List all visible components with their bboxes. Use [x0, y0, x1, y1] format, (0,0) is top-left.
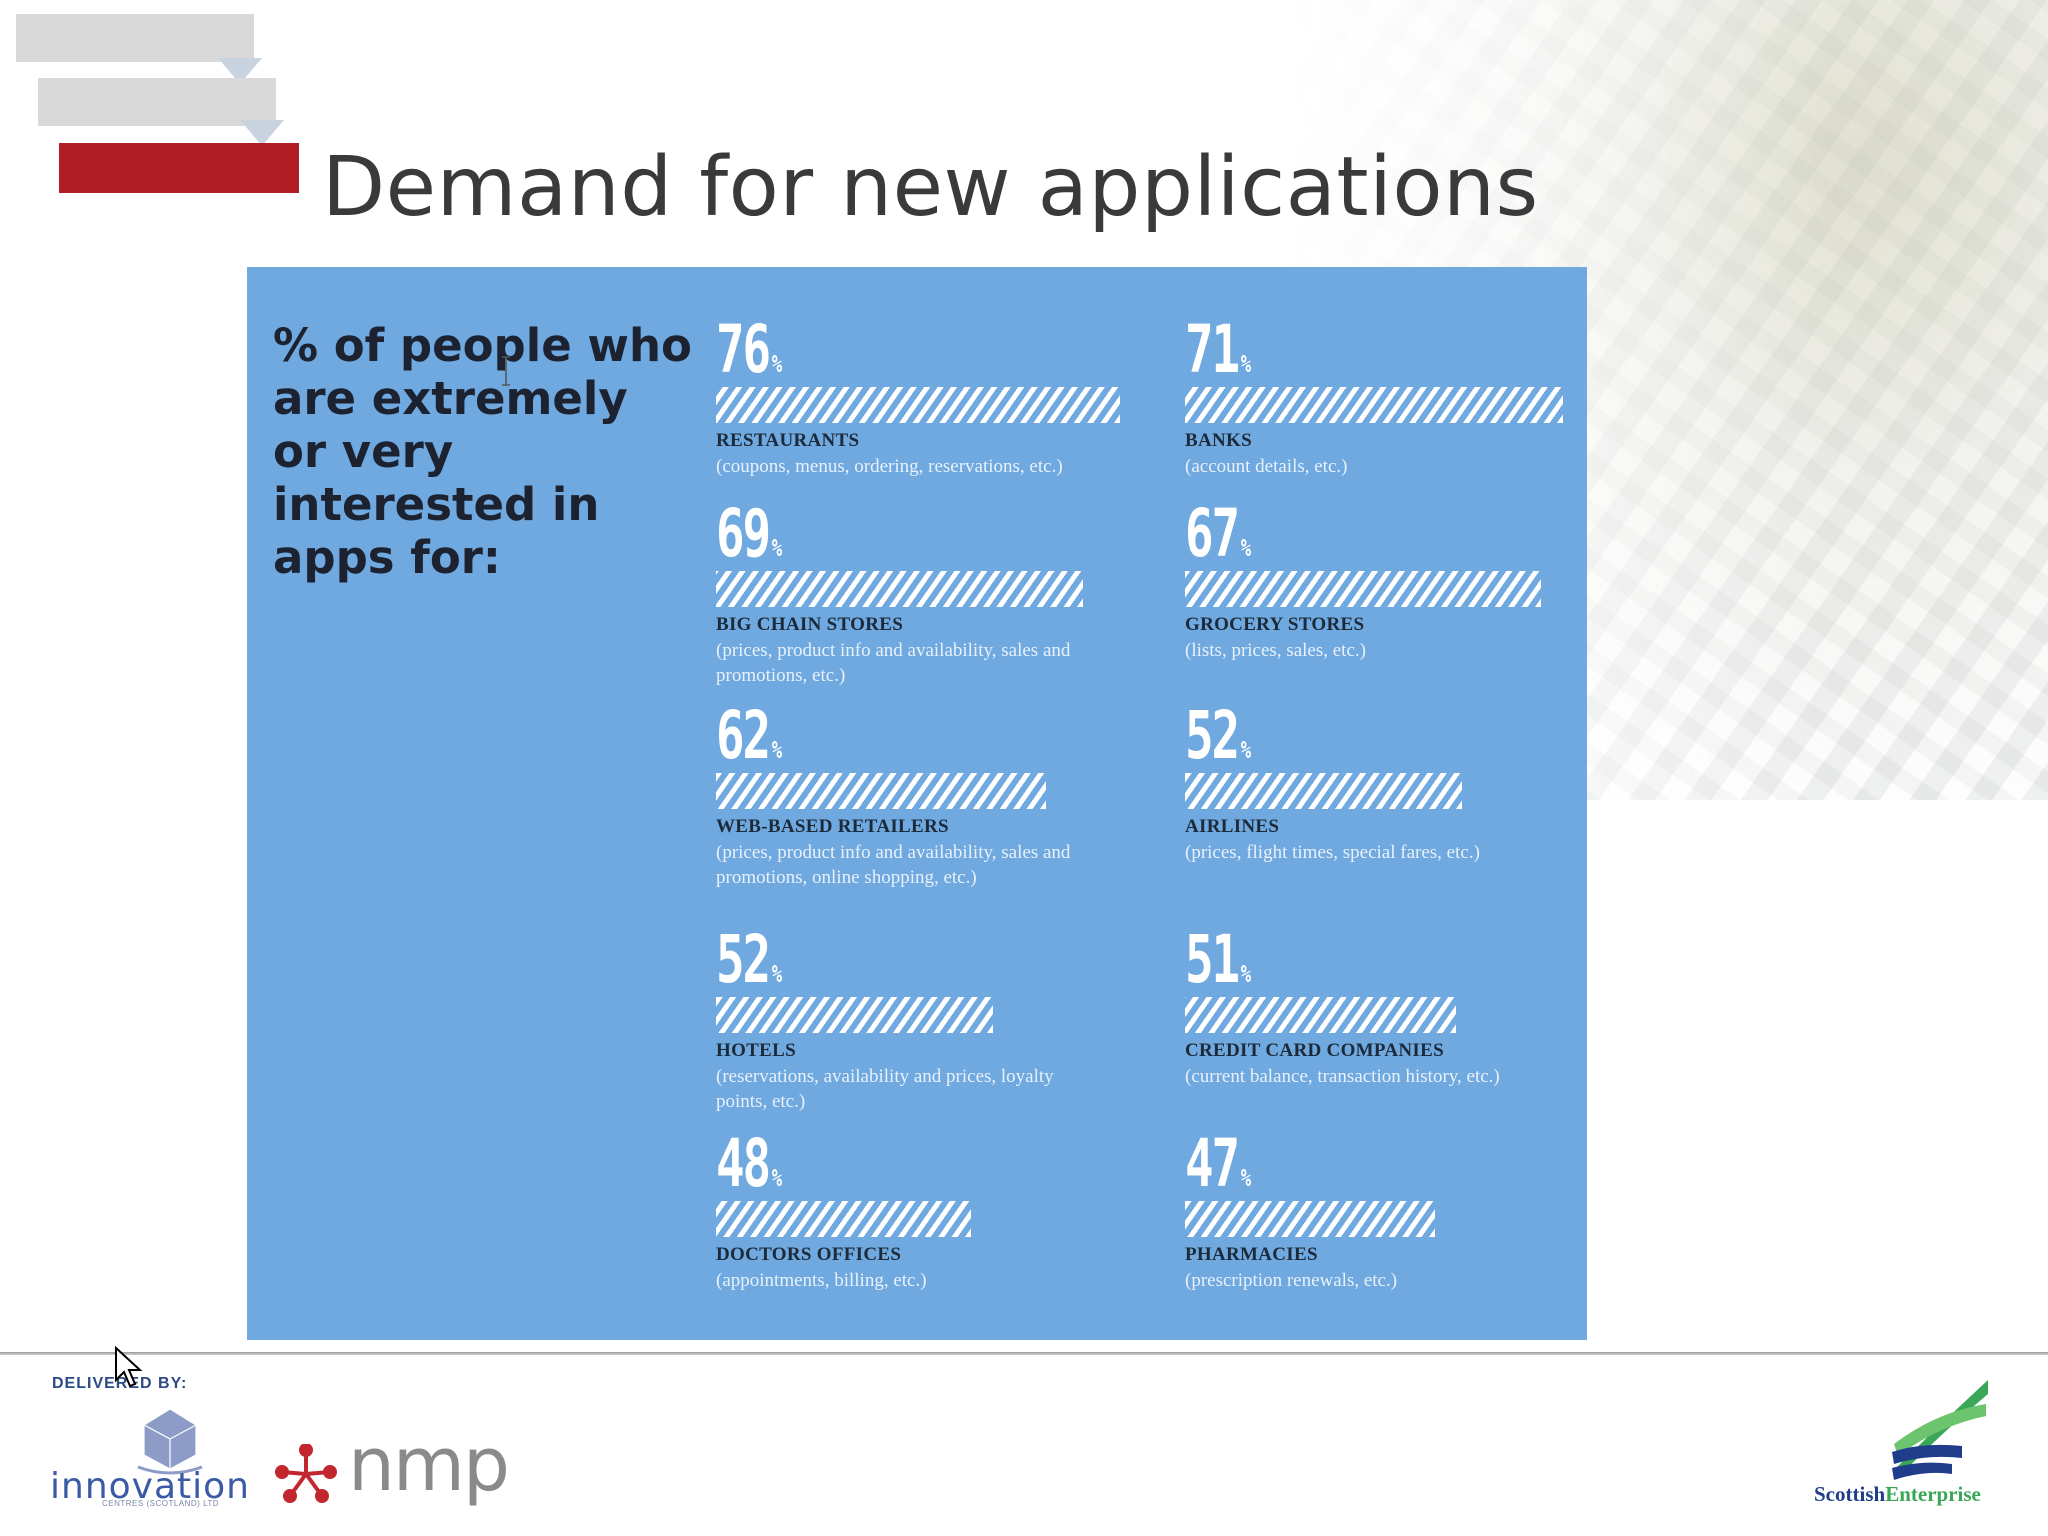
bar	[716, 997, 993, 1033]
category-description: (prices, flight times, special fares, et…	[1185, 842, 1480, 863]
bar	[1185, 773, 1462, 809]
mouse-pointer-icon	[115, 1346, 143, 1388]
bar	[716, 571, 1083, 607]
bar-item-doctors-offices: 48% DOCTORS OFFICES (appointments, billing…	[716, 1131, 1156, 1293]
percent-sign: %	[771, 960, 783, 988]
bar	[1185, 1201, 1435, 1237]
value-number: 47	[1185, 1125, 1240, 1202]
value-label: 48%	[716, 1131, 1033, 1197]
category-label: DOCTORS OFFICES	[716, 1244, 902, 1265]
chart-title: % of people who are extremely or very in…	[273, 319, 692, 584]
value-number: 52	[716, 921, 771, 998]
value-number: 71	[1185, 311, 1240, 388]
scottish-enterprise-logo-text: ScottishEnterprise	[1814, 1482, 1981, 1507]
bar	[1185, 997, 1456, 1033]
bar-item-web-based-retailers: 62% WEB-BASED RETAILERS (prices, product i…	[716, 703, 1156, 890]
enterprise-word: Enterprise	[1885, 1482, 1981, 1506]
bar	[716, 1201, 971, 1237]
scottish-word: Scottish	[1814, 1482, 1886, 1506]
value-label: 71%	[1185, 317, 1502, 383]
innovation-logo-text: innovation	[50, 1466, 250, 1507]
value-label: 52%	[716, 927, 1033, 993]
category-description: (current balance, transaction history, e…	[1185, 1066, 1500, 1087]
percent-sign: %	[771, 1164, 783, 1192]
percent-sign: %	[1240, 736, 1252, 764]
bar-item-grocery-stores: 67% GROCERY STORES (lists, prices, sales, …	[1185, 501, 1625, 663]
category-label: PHARMACIES	[1185, 1244, 1318, 1265]
infographic-panel: % of people who are extremely or very in…	[247, 267, 1587, 1340]
value-number: 52	[1185, 697, 1240, 774]
value-label: 67%	[1185, 501, 1502, 567]
text-cursor-icon	[502, 356, 510, 386]
step-bar-2	[38, 78, 276, 126]
category-label: CREDIT CARD COMPANIES	[1185, 1040, 1444, 1061]
category-description: (prices, product info and availability, …	[716, 640, 1071, 686]
page-title: Demand for new applications	[322, 140, 1539, 235]
value-label: 51%	[1185, 927, 1502, 993]
value-number: 67	[1185, 495, 1240, 572]
footer-divider	[0, 1352, 2048, 1355]
delivered-by-label: DELIVERED BY:	[52, 1375, 188, 1392]
bar	[1185, 571, 1541, 607]
category-description: (appointments, billing, etc.)	[716, 1270, 927, 1291]
category-description: (coupons, menus, ordering, reservations,…	[716, 456, 1063, 477]
step-arrow-icon	[240, 120, 284, 146]
bar-item-banks: 71% BANKS (account details, etc.)	[1185, 317, 1625, 479]
value-label: 76%	[716, 317, 1033, 383]
step-bar-active	[59, 143, 299, 193]
percent-sign: %	[771, 350, 783, 378]
category-description: (prices, product info and availability, …	[716, 842, 1071, 888]
percent-sign: %	[1240, 534, 1252, 562]
bar	[716, 387, 1120, 423]
nmp-logo-text: nmp	[348, 1422, 510, 1508]
value-label: 69%	[716, 501, 1033, 567]
bar-item-credit-card-companies: 51% CREDIT CARD COMPANIES (current balance…	[1185, 927, 1625, 1089]
percent-sign: %	[771, 736, 783, 764]
bar-item-hotels: 52% HOTELS (reservations, availability and…	[716, 927, 1156, 1114]
value-number: 51	[1185, 921, 1240, 998]
innovation-globe-icon	[137, 1408, 203, 1475]
scottish-enterprise-swoosh-icon	[1892, 1380, 1988, 1480]
value-number: 62	[716, 697, 771, 774]
value-number: 48	[716, 1125, 771, 1202]
value-label: 47%	[1185, 1131, 1502, 1197]
value-label: 62%	[716, 703, 1033, 769]
bar-item-pharmacies: 47% PHARMACIES (prescription renewals, etc…	[1185, 1131, 1625, 1293]
category-label: AIRLINES	[1185, 816, 1280, 837]
category-label: BANKS	[1185, 430, 1252, 451]
bar-item-big-chain-stores: 69% BIG CHAIN STORES (prices, product info…	[716, 501, 1156, 688]
bar	[1185, 387, 1563, 423]
category-label: RESTAURANTS	[716, 430, 860, 451]
value-label: 52%	[1185, 703, 1502, 769]
percent-sign: %	[1240, 350, 1252, 378]
category-description: (prescription renewals, etc.)	[1185, 1270, 1398, 1291]
category-description: (account details, etc.)	[1185, 456, 1348, 477]
percent-sign: %	[771, 534, 783, 562]
category-description: (reservations, availability and prices, …	[716, 1066, 1054, 1112]
percent-sign: %	[1240, 960, 1252, 988]
category-label: WEB-BASED RETAILERS	[716, 816, 949, 837]
bar-item-airlines: 52% AIRLINES (prices, flight times, specia…	[1185, 703, 1625, 865]
category-label: HOTELS	[716, 1040, 796, 1061]
category-description: (lists, prices, sales, etc.)	[1185, 640, 1366, 661]
nmp-molecule-icon	[275, 1444, 337, 1503]
innovation-logo-subtext: CENTRES (SCOTLAND) LTD	[102, 1499, 220, 1508]
category-label: BIG CHAIN STORES	[716, 614, 904, 635]
value-number: 76	[716, 311, 771, 388]
bar-item-restaurants: 76% RESTAURANTS (coupons, menus, ordering,…	[716, 317, 1156, 479]
value-number: 69	[716, 495, 771, 572]
step-bar-1	[16, 14, 254, 62]
percent-sign: %	[1240, 1164, 1252, 1192]
category-label: GROCERY STORES	[1185, 614, 1365, 635]
bar	[716, 773, 1046, 809]
